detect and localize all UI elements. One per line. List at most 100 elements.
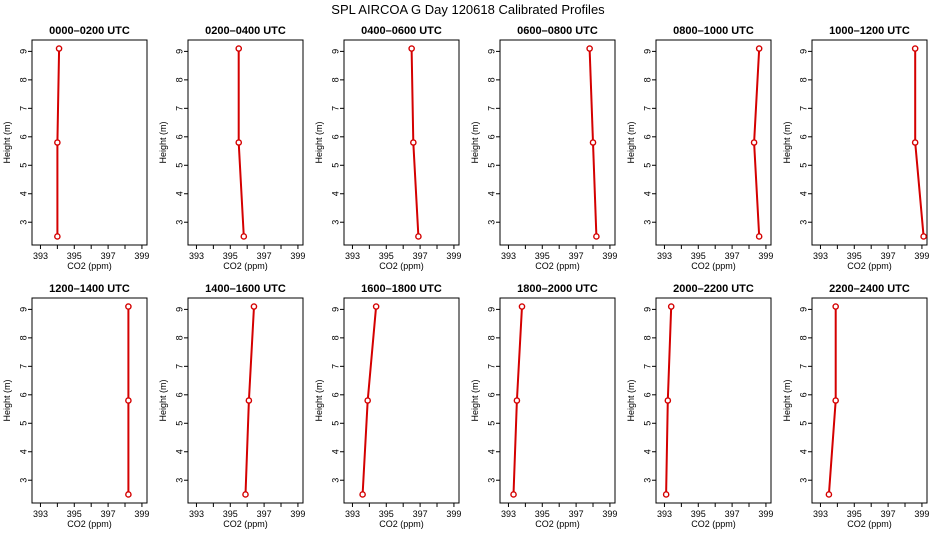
y-tick-label: 7 <box>798 364 808 369</box>
panel-3: 0400–0600 UTC 393 395 397 399 3 4 5 6 7 8 9 CO2 (ppm… <box>314 25 461 271</box>
y-tick-label: 5 <box>486 163 496 168</box>
plot-frame <box>655 39 772 246</box>
y-tick-label: 8 <box>174 335 184 340</box>
y-tick-label: 5 <box>174 163 184 168</box>
x-tick-label: 399 <box>602 251 617 261</box>
x-axis-label: CO2 (ppm) <box>691 519 736 529</box>
y-tick-label: 6 <box>642 392 652 397</box>
y-tick-label: 8 <box>486 77 496 82</box>
x-tick-label: 397 <box>413 509 428 519</box>
x-axis-label: CO2 (ppm) <box>847 261 892 271</box>
y-tick-label: 8 <box>486 335 496 340</box>
profile-point <box>372 303 380 310</box>
x-axis-label: CO2 (ppm) <box>847 519 892 529</box>
profile-point <box>125 303 132 310</box>
panel-title: 2200–2400 UTC <box>829 283 910 295</box>
x-tick-label: 399 <box>758 251 773 261</box>
panel-title: 1600–1800 UTC <box>361 283 442 295</box>
profile-point <box>755 45 763 52</box>
x-tick-label: 397 <box>881 251 896 261</box>
panel-5: 0800–1000 UTC 393 395 397 399 3 4 5 6 7 8 9 CO2 (ppm… <box>626 25 773 271</box>
x-tick-label: 399 <box>758 509 773 519</box>
y-tick-label: 5 <box>18 421 28 426</box>
profile-point <box>825 491 833 498</box>
profile-point <box>832 303 839 310</box>
y-tick-label: 8 <box>642 77 652 82</box>
y-tick-label: 5 <box>642 163 652 168</box>
x-tick-label: 397 <box>101 251 116 261</box>
y-tick-label: 7 <box>174 364 184 369</box>
plot-frame <box>31 39 148 246</box>
x-tick-label: 399 <box>446 251 461 261</box>
y-tick-label: 3 <box>330 220 340 225</box>
y-tick-label: 4 <box>798 191 808 196</box>
y-tick-label: 6 <box>174 392 184 397</box>
x-axis-label: CO2 (ppm) <box>691 261 736 271</box>
y-tick-label: 4 <box>486 191 496 196</box>
panel-title: 1000–1200 UTC <box>829 25 910 37</box>
y-axis-label: Height (m) <box>470 121 480 163</box>
y-tick-label: 5 <box>18 163 28 168</box>
x-tick-label: 393 <box>345 509 360 519</box>
panel-title: 0000–0200 UTC <box>49 25 130 37</box>
panel-12: 2200–2400 UTC 393 395 397 399 3 4 5 6 7 8 9 CO2 (ppm… <box>782 283 929 529</box>
y-tick-label: 4 <box>330 191 340 196</box>
profile-point <box>242 491 249 498</box>
x-axis-label: CO2 (ppm) <box>223 519 268 529</box>
y-tick-label: 7 <box>18 364 28 369</box>
x-tick-label: 393 <box>189 251 204 261</box>
profile-point <box>54 139 61 146</box>
y-tick-label: 9 <box>174 307 184 312</box>
plot-frame <box>499 39 616 246</box>
plot-frame <box>811 39 928 246</box>
panel-title: 0600–0800 UTC <box>517 25 598 37</box>
y-tick-label: 3 <box>642 220 652 225</box>
y-tick-label: 7 <box>642 364 652 369</box>
y-tick-label: 7 <box>486 364 496 369</box>
x-tick-label: 399 <box>914 251 929 261</box>
y-tick-label: 4 <box>642 191 652 196</box>
y-axis-label: Height (m) <box>626 379 636 421</box>
x-axis-label: CO2 (ppm) <box>67 261 112 271</box>
y-axis-label: Height (m) <box>314 121 324 163</box>
profile-point <box>911 139 919 146</box>
y-tick-label: 4 <box>486 449 496 454</box>
y-tick-label: 8 <box>330 77 340 82</box>
y-axis-label: Height (m) <box>470 379 480 421</box>
y-axis-label: Height (m) <box>2 121 12 163</box>
y-tick-label: 6 <box>798 134 808 139</box>
y-tick-label: 9 <box>642 49 652 54</box>
x-tick-label: 395 <box>223 509 238 519</box>
y-tick-label: 9 <box>330 307 340 312</box>
y-tick-label: 8 <box>798 335 808 340</box>
y-tick-label: 8 <box>18 335 28 340</box>
x-tick-label: 397 <box>257 251 272 261</box>
x-tick-label: 395 <box>67 251 82 261</box>
x-tick-label: 399 <box>290 251 305 261</box>
x-tick-label: 399 <box>134 509 149 519</box>
profile-point <box>510 491 517 498</box>
y-tick-label: 7 <box>18 106 28 111</box>
profile-point <box>250 303 258 310</box>
y-tick-label: 4 <box>642 449 652 454</box>
x-tick-label: 397 <box>725 251 740 261</box>
y-tick-label: 3 <box>642 478 652 483</box>
y-tick-label: 5 <box>174 421 184 426</box>
figure-title: SPL AIRCOA G Day 120618 Calibrated Profi… <box>331 2 605 17</box>
x-tick-label: 393 <box>813 509 828 519</box>
y-tick-label: 3 <box>798 478 808 483</box>
y-tick-label: 9 <box>330 49 340 54</box>
x-tick-label: 393 <box>813 251 828 261</box>
profile-point <box>125 491 132 498</box>
x-axis-label: CO2 (ppm) <box>379 261 424 271</box>
profile-point <box>589 139 597 146</box>
y-tick-label: 3 <box>486 478 496 483</box>
profile-point <box>415 233 422 240</box>
profile-point <box>664 397 672 404</box>
y-axis-label: Height (m) <box>782 379 792 421</box>
y-tick-label: 6 <box>174 134 184 139</box>
y-tick-label: 7 <box>798 106 808 111</box>
panel-title: 0800–1000 UTC <box>673 25 754 37</box>
profile-point <box>911 45 919 52</box>
